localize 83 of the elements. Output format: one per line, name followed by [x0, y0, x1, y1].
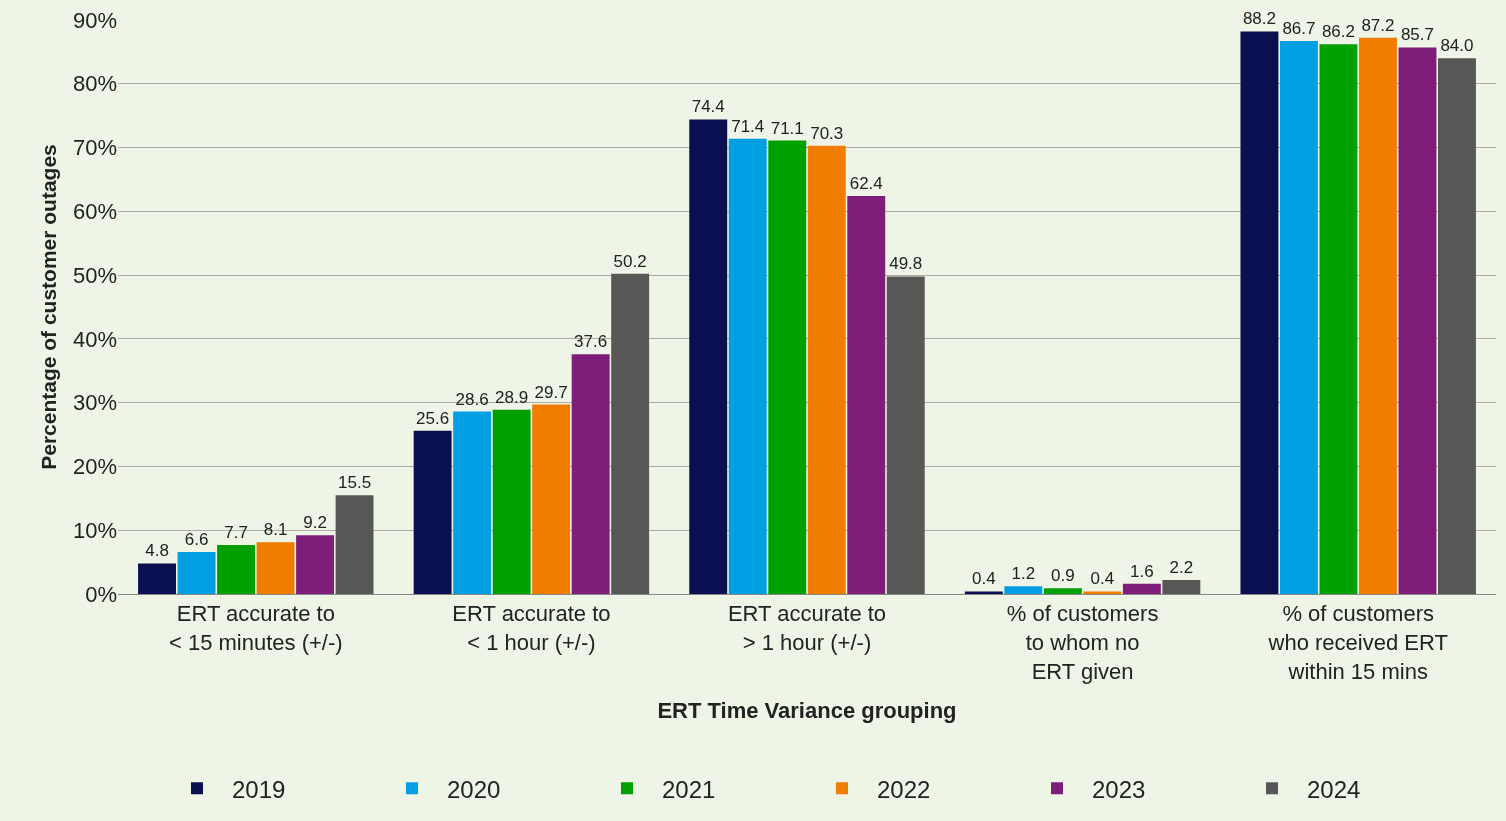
bar: [611, 273, 650, 594]
y-tick-label: 60%: [72, 199, 117, 225]
x-tick-label: ERT accurate to > 1 hour (+/-): [727, 601, 887, 655]
data-label: 28.6: [455, 389, 489, 409]
data-label: 88.2: [1242, 9, 1276, 29]
bar: [453, 411, 492, 594]
data-label: 6.6: [184, 529, 209, 549]
bar: [964, 591, 1003, 594]
bar: [492, 409, 531, 594]
data-label: 74.4: [691, 97, 725, 117]
data-label: 0.4: [1090, 569, 1115, 589]
bar: [807, 145, 846, 594]
data-label: 49.8: [889, 254, 923, 274]
data-label: 7.7: [224, 522, 248, 542]
data-label: 71.4: [731, 116, 765, 136]
bar: [1358, 37, 1397, 594]
legend-label: 2024: [1307, 775, 1361, 803]
legend-label: 2020: [447, 775, 501, 803]
bar: [1240, 31, 1279, 594]
bar: [1122, 583, 1161, 594]
data-label: 15.5: [338, 473, 372, 493]
data-label: 62.4: [849, 174, 883, 194]
y-tick-label: 70%: [72, 135, 117, 161]
y-tick-label: 50%: [72, 262, 117, 288]
data-label: 50.2: [613, 251, 647, 271]
bar: [689, 119, 728, 594]
data-label: 86.2: [1321, 22, 1355, 42]
data-label: 87.2: [1361, 15, 1395, 35]
data-label: 4.8: [145, 541, 169, 561]
legend-label: 2023: [1092, 775, 1146, 803]
y-tick-label: 10%: [72, 517, 117, 543]
data-label: 2.2: [1169, 557, 1194, 577]
y-tick-label: 30%: [72, 390, 117, 416]
data-label: 9.2: [303, 513, 327, 533]
data-label: 28.9: [495, 387, 529, 407]
y-axis-title: Percentage of customer outages: [37, 144, 61, 470]
y-tick-label: 20%: [72, 454, 117, 480]
data-label: 0.9: [1051, 566, 1075, 586]
bar: [1004, 586, 1043, 594]
x-axis-title: ERT Time Variance grouping: [657, 698, 957, 724]
x-tick-label: ERT accurate to < 15 minutes (+/-): [168, 601, 343, 655]
data-label: 85.7: [1400, 25, 1434, 45]
bar: [296, 535, 335, 594]
bar: [177, 551, 216, 594]
bar: [1043, 588, 1082, 594]
bar: [413, 430, 452, 594]
bar: [1083, 591, 1122, 594]
y-tick-label: 80%: [72, 71, 117, 97]
bar: [847, 196, 886, 594]
data-label: 29.7: [534, 382, 568, 402]
bar: [1319, 44, 1358, 594]
bar: [1279, 41, 1318, 594]
y-tick-label: 0%: [85, 581, 117, 607]
data-label: 25.6: [416, 408, 450, 428]
bar: [532, 404, 571, 594]
bar: [1438, 58, 1476, 594]
bar: [768, 140, 807, 594]
x-tick-label: ERT accurate to < 1 hour (+/-): [452, 601, 611, 655]
data-label: 1.2: [1011, 564, 1036, 584]
data-label: 0.4: [972, 569, 996, 589]
legend-label: 2022: [877, 775, 931, 803]
x-tick-label: % of customers who received ERT within 15 mins: [1267, 601, 1448, 684]
bar: [886, 276, 925, 594]
y-tick-label: 40%: [72, 326, 117, 352]
bar: [138, 563, 176, 594]
bar: [256, 542, 295, 594]
data-label: 70.3: [810, 123, 844, 143]
bar: [217, 544, 256, 594]
y-tick-label: 90%: [72, 7, 117, 33]
x-tick-label: % of customers to whom no ERT given: [1006, 601, 1159, 684]
bar: [1162, 579, 1201, 594]
data-label: 71.1: [770, 118, 804, 138]
data-label: 37.6: [574, 332, 608, 352]
bar: [728, 138, 767, 594]
bar: [1398, 47, 1437, 594]
data-label: 8.1: [263, 520, 288, 540]
bar: [335, 495, 374, 594]
data-label: 84.0: [1440, 36, 1474, 56]
data-label: 1.6: [1130, 561, 1154, 581]
data-label: 86.7: [1282, 19, 1316, 39]
legend-label: 2021: [662, 775, 716, 803]
legend-label: 2019: [232, 775, 286, 803]
bar: [571, 354, 610, 594]
